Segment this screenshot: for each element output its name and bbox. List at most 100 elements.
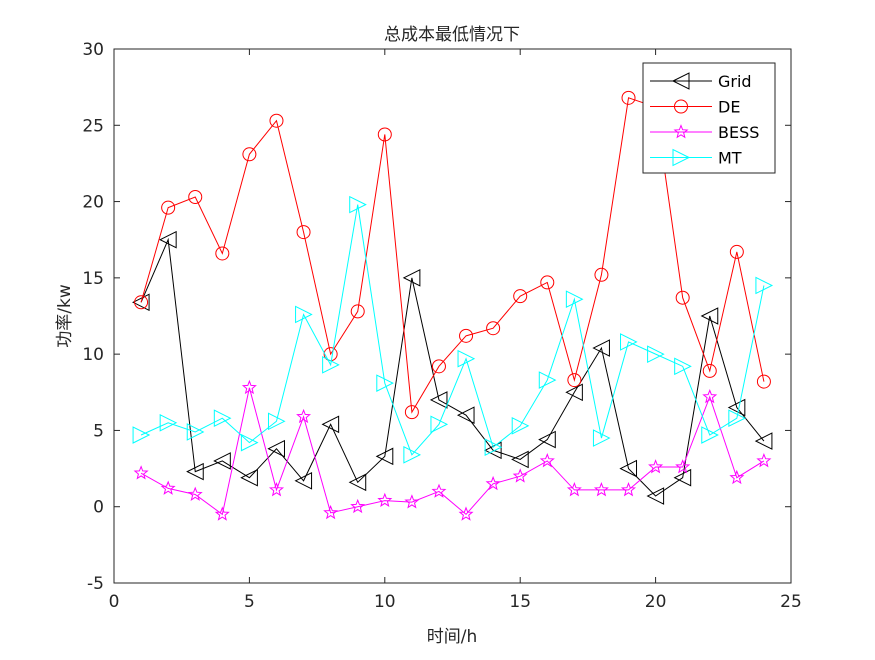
- legend-marker-mt: [672, 148, 691, 167]
- mt-point: [186, 423, 205, 441]
- y-tick-label: 20: [82, 193, 104, 213]
- grid-point: [592, 339, 610, 357]
- de-point: [594, 267, 609, 282]
- legend-label: MT: [718, 149, 742, 168]
- bess-point: [133, 465, 149, 480]
- x-axis-label: 时间/h: [427, 627, 478, 647]
- y-tick-label: 15: [82, 269, 104, 289]
- mt-point: [322, 356, 340, 374]
- mt-point: [592, 429, 611, 447]
- mt-point: [647, 345, 665, 363]
- bess-point: [675, 459, 691, 474]
- bess-point: [620, 482, 637, 497]
- bess-point: [458, 506, 474, 521]
- mt-point: [267, 412, 286, 431]
- grid-point: [321, 415, 340, 434]
- y-tick-label: 25: [82, 116, 104, 136]
- mt-point: [620, 333, 638, 351]
- bess-point: [404, 494, 420, 509]
- de-point: [729, 244, 744, 259]
- grid-point: [402, 269, 421, 287]
- mt-point: [674, 357, 692, 376]
- x-tick-label: 20: [645, 592, 667, 612]
- mt-point: [295, 305, 313, 324]
- mt-point: [240, 433, 259, 452]
- x-tick-label: 15: [509, 592, 531, 612]
- legend-label: BESS: [718, 123, 759, 142]
- y-tick-label: 10: [82, 345, 104, 365]
- grid-point: [375, 447, 394, 466]
- y-tick-label: 0: [93, 498, 104, 518]
- legend-marker-grid: [671, 72, 690, 90]
- legend-box: [642, 62, 776, 174]
- bess-point: [268, 482, 285, 497]
- de-point: [161, 200, 176, 215]
- x-tick-label: 0: [109, 592, 120, 612]
- y-axis-label: 功率/kw: [55, 284, 75, 348]
- de-point: [404, 405, 419, 420]
- de-point: [269, 113, 284, 128]
- mt-point: [457, 349, 476, 368]
- de-point: [377, 127, 392, 142]
- grid-point: [727, 398, 746, 417]
- bess-point: [593, 482, 609, 497]
- grid-point: [294, 471, 313, 490]
- legend-marker-bess: [673, 124, 689, 139]
- de-point: [675, 290, 690, 305]
- mt-point: [538, 371, 557, 389]
- bess-point: [160, 480, 176, 495]
- bess-point: [323, 504, 339, 520]
- de-point: [350, 304, 365, 319]
- de-point: [486, 321, 501, 336]
- bess-point: [566, 482, 582, 497]
- bess-point: [214, 506, 230, 521]
- grid-point: [159, 230, 177, 249]
- legend-label: Grid: [718, 72, 752, 91]
- de-point: [621, 90, 636, 105]
- de-point: [567, 373, 582, 388]
- de-point: [459, 328, 474, 343]
- bess-point: [756, 453, 772, 468]
- grid-point: [646, 487, 665, 505]
- bess-point: [539, 453, 555, 468]
- bess-point: [512, 468, 528, 483]
- bess-point: [648, 459, 664, 474]
- legend-label: DE: [718, 98, 740, 117]
- mt-point: [430, 415, 449, 434]
- grid-point: [213, 452, 231, 470]
- grid-point: [565, 383, 583, 402]
- mt-point: [376, 374, 394, 392]
- series-mt: [132, 195, 774, 464]
- series-grid: [131, 230, 773, 505]
- grid-point: [240, 468, 258, 487]
- mt-point: [511, 417, 530, 435]
- bess-point: [431, 483, 447, 498]
- y-tick-label: 30: [82, 40, 104, 60]
- grid-point: [429, 391, 448, 409]
- mt-point: [755, 276, 774, 295]
- grid-point: [673, 468, 692, 487]
- mt-point: [213, 409, 232, 428]
- mt-point: [701, 426, 719, 444]
- grid-point: [456, 406, 475, 424]
- mt-point: [403, 446, 421, 464]
- chart-title: 总成本最低情况下: [384, 25, 520, 45]
- legend-marker-de: [674, 99, 688, 114]
- legend: Grid DE BESS MT: [642, 62, 776, 174]
- mt-point: [484, 438, 503, 457]
- grid-line: [140, 237, 765, 497]
- grid-point: [754, 432, 773, 450]
- bess-point: [350, 498, 366, 514]
- grid-point: [538, 430, 556, 449]
- mt-point: [565, 290, 584, 309]
- grid-point: [619, 459, 638, 478]
- de-point: [242, 147, 257, 162]
- bess-point: [241, 379, 257, 395]
- bess-point: [296, 408, 311, 424]
- bess-point: [485, 475, 501, 491]
- grid-point: [700, 307, 719, 325]
- grid-point: [267, 439, 285, 458]
- mt-point: [132, 426, 151, 444]
- bess-point: [187, 486, 203, 501]
